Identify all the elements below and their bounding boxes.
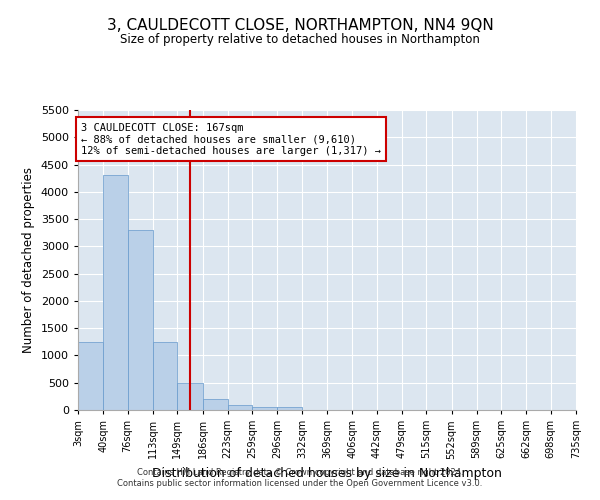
Bar: [178, 382, 203, 410]
Bar: [78, 342, 103, 410]
Text: 3, CAULDECOTT CLOSE, NORTHAMPTON, NN4 9QN: 3, CAULDECOTT CLOSE, NORTHAMPTON, NN4 9Q…: [107, 18, 493, 32]
Bar: [203, 399, 227, 410]
X-axis label: Distribution of detached houses by size in Northampton: Distribution of detached houses by size …: [152, 467, 502, 480]
Bar: [103, 176, 128, 410]
Bar: [128, 230, 153, 410]
Text: 3 CAULDECOTT CLOSE: 167sqm
← 88% of detached houses are smaller (9,610)
12% of s: 3 CAULDECOTT CLOSE: 167sqm ← 88% of deta…: [81, 122, 381, 156]
Bar: [227, 404, 252, 410]
Bar: [277, 408, 302, 410]
Bar: [153, 342, 178, 410]
Bar: [252, 406, 277, 410]
Text: Size of property relative to detached houses in Northampton: Size of property relative to detached ho…: [120, 32, 480, 46]
Text: Contains HM Land Registry data © Crown copyright and database right 2024.
Contai: Contains HM Land Registry data © Crown c…: [118, 468, 482, 487]
Y-axis label: Number of detached properties: Number of detached properties: [22, 167, 35, 353]
